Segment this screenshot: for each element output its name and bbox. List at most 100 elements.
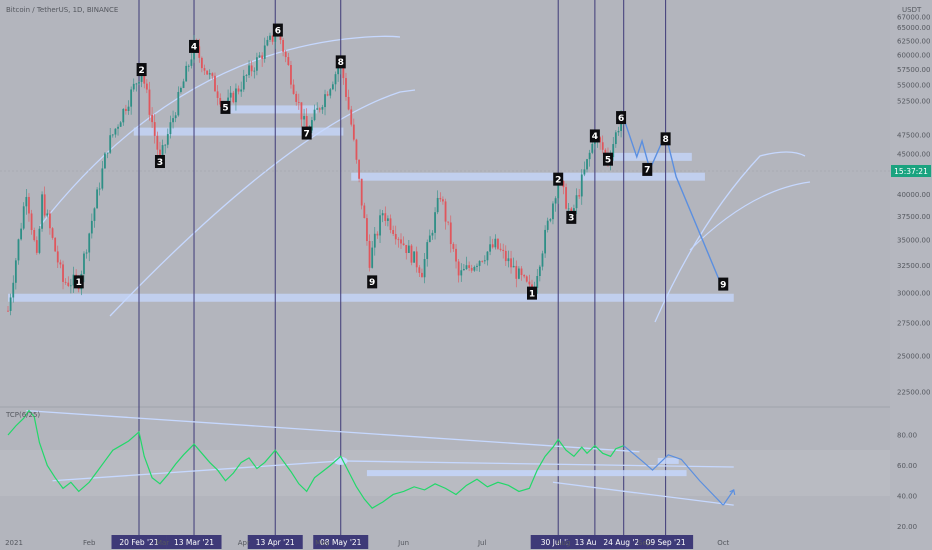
candle-body bbox=[483, 260, 486, 262]
candle-body bbox=[599, 137, 602, 143]
candle-body bbox=[489, 244, 491, 252]
price-tick-label: 45000.00 bbox=[897, 150, 930, 158]
candle-body bbox=[130, 89, 133, 107]
candle-body bbox=[114, 128, 117, 135]
candle-body bbox=[261, 55, 264, 59]
time-tick-label: 2021 bbox=[5, 539, 23, 547]
candle-body bbox=[229, 92, 232, 98]
candle-body bbox=[232, 92, 235, 103]
candle-body bbox=[518, 268, 520, 279]
wave-number: 4 bbox=[191, 43, 197, 53]
candle-body bbox=[460, 270, 463, 276]
wave-number: 6 bbox=[275, 26, 281, 36]
price-tick-label: 67000.00 bbox=[897, 14, 930, 22]
candle-body bbox=[360, 178, 363, 206]
candle-body bbox=[143, 72, 146, 84]
support-zone bbox=[222, 105, 318, 114]
candle-body bbox=[423, 259, 426, 278]
candle-body bbox=[151, 114, 153, 123]
lower-arc-2 bbox=[689, 181, 811, 251]
candle-body bbox=[462, 269, 465, 271]
candle-body bbox=[122, 108, 125, 123]
candle-body bbox=[318, 108, 321, 110]
candle-body bbox=[49, 213, 51, 229]
wave-number: 7 bbox=[304, 129, 310, 139]
candle-body bbox=[546, 220, 549, 230]
candle-body bbox=[384, 213, 387, 221]
candle-body bbox=[245, 75, 248, 76]
candle-body bbox=[83, 253, 85, 274]
candle-body bbox=[256, 57, 258, 71]
time-tick-label: Mar bbox=[156, 539, 169, 547]
candle-body bbox=[258, 55, 261, 58]
candle-body bbox=[544, 229, 546, 254]
candle-body bbox=[591, 143, 594, 153]
candle-body bbox=[612, 144, 615, 158]
wave-number: 3 bbox=[568, 214, 574, 224]
candle-body bbox=[292, 84, 295, 94]
candle-body bbox=[478, 260, 481, 266]
candle-body bbox=[379, 215, 381, 236]
candle-body bbox=[313, 109, 316, 121]
indicator-arrow-head bbox=[729, 489, 736, 496]
candle-body bbox=[447, 221, 450, 223]
candle-body bbox=[287, 57, 290, 66]
wave-number: 9 bbox=[720, 280, 726, 290]
date-badge-label: 20 Feb '21 bbox=[119, 538, 158, 547]
time-tick-label: Jun bbox=[397, 539, 409, 547]
candle-body bbox=[250, 65, 253, 72]
indicator-pane bbox=[7, 409, 736, 509]
candle-body bbox=[473, 266, 476, 271]
price-tick-label: 40000.00 bbox=[897, 191, 930, 199]
candle-body bbox=[88, 233, 91, 253]
candle-body bbox=[418, 267, 421, 273]
wave-number: 5 bbox=[222, 104, 228, 114]
candle-body bbox=[494, 238, 497, 248]
price-tick-label: 22500.00 bbox=[897, 389, 930, 397]
candle-body bbox=[452, 244, 455, 249]
wave-number: 1 bbox=[529, 289, 535, 299]
candle-body bbox=[604, 149, 607, 154]
price-tick-label: 52500.00 bbox=[897, 97, 930, 105]
candle-body bbox=[342, 59, 345, 79]
price-tick-label: 25000.00 bbox=[897, 352, 930, 360]
candle-body bbox=[119, 122, 122, 127]
wave-number: 4 bbox=[592, 132, 598, 142]
wave-badge bbox=[301, 126, 312, 140]
date-badge bbox=[111, 535, 167, 549]
candle-body bbox=[161, 145, 164, 158]
candle-body bbox=[104, 153, 106, 169]
candle-body bbox=[426, 242, 429, 260]
date-badge bbox=[638, 535, 694, 549]
candle-body bbox=[190, 59, 193, 66]
candle-body bbox=[174, 115, 177, 119]
date-badge-label: 13 Mar '21 bbox=[174, 538, 214, 547]
chart-title: Bitcoin / TetherUS, 1D, BINANCE bbox=[6, 6, 118, 14]
price-axis-background bbox=[890, 0, 932, 550]
candle-body bbox=[334, 74, 337, 85]
candle-body bbox=[109, 135, 112, 153]
axes: 67000.00 65000.00 62500.00 60000.00 57500.00… bbox=[5, 14, 931, 547]
candle-body bbox=[235, 88, 237, 103]
candle-body bbox=[12, 282, 15, 298]
candle-body bbox=[200, 57, 203, 69]
price-tick-label: 37500.00 bbox=[897, 213, 930, 221]
date-badge-label: 24 Aug '21 bbox=[603, 538, 644, 547]
price-tick-label: 65000.00 bbox=[897, 24, 930, 32]
candle-body bbox=[237, 88, 240, 92]
price-tick-label: 27500.00 bbox=[897, 320, 930, 328]
candle-body bbox=[324, 94, 326, 108]
wave-badge bbox=[367, 275, 378, 289]
candle-body bbox=[337, 67, 340, 75]
candle-body bbox=[305, 116, 308, 132]
candle-body bbox=[316, 108, 319, 110]
candle-body bbox=[51, 228, 54, 238]
time-tick-label: Oct bbox=[717, 539, 729, 547]
candle-body bbox=[541, 253, 544, 267]
candle-body bbox=[352, 124, 355, 140]
candle-body bbox=[125, 108, 127, 111]
candle-body bbox=[216, 91, 219, 98]
candle-body bbox=[617, 130, 620, 133]
candle-body bbox=[368, 241, 371, 268]
candle-body bbox=[214, 75, 216, 92]
